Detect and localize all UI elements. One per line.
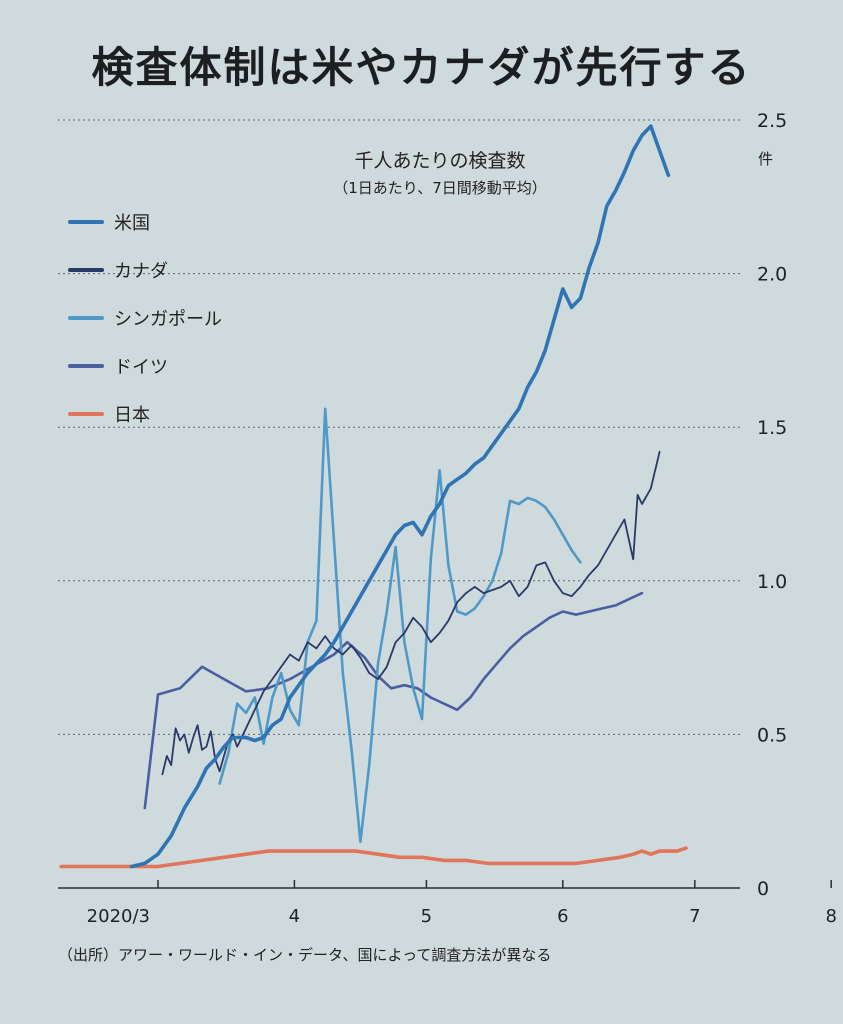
series-line	[161, 450, 661, 776]
legend-swatch-canada	[68, 268, 104, 272]
series-layer	[59, 124, 688, 869]
legend-label-singapore: シンガポール	[114, 309, 222, 330]
chart-title: 検査体制は米やカナダが先行する	[91, 43, 752, 92]
legend-label-canada: カナダ	[114, 261, 168, 282]
y-tick-label: 2.5	[757, 110, 787, 132]
legend: 米国 カナダ シンガポール ドイツ 日本	[68, 198, 222, 438]
x-tick-label: 4	[289, 906, 300, 927]
legend-label-japan: 日本	[114, 405, 150, 426]
legend-label-usa: 米国	[114, 213, 150, 234]
y-tick-label: 1.5	[757, 417, 787, 439]
legend-swatch-germany	[68, 364, 104, 368]
source-note: （出所）アワー・ワールド・イン・データ、国によって調査方法が異なる	[58, 946, 552, 964]
x-tick-label: 8	[825, 906, 836, 927]
legend-item-singapore: シンガポール	[68, 294, 222, 342]
series-line	[218, 407, 582, 844]
legend-swatch-usa	[68, 220, 104, 224]
x-tick-label: 7	[689, 906, 700, 927]
chart-subtitle: 千人あたりの検査数	[354, 150, 526, 172]
x-tick-label: 5	[421, 906, 432, 927]
y-tick-label: 0	[757, 878, 769, 900]
legend-swatch-japan	[68, 412, 104, 416]
legend-swatch-singapore	[68, 316, 104, 320]
legend-item-usa: 米国	[68, 198, 222, 246]
legend-label-germany: ドイツ	[114, 357, 168, 378]
series-line	[59, 846, 688, 869]
series-line	[129, 124, 671, 869]
legend-item-germany: ドイツ	[68, 342, 222, 390]
legend-item-japan: 日本	[68, 390, 222, 438]
x-tick-label: 2020/3	[87, 906, 150, 927]
series-line	[143, 591, 644, 810]
y-tick-label: 2.0	[757, 264, 787, 286]
axis-layer: 0 0.5 1.0 1.5 2.0 2.5 2020/3 4 5 6 7 8	[58, 110, 837, 927]
x-tick-label: 6	[557, 906, 568, 927]
legend-item-canada: カナダ	[68, 246, 222, 294]
chart-subtitle-note: （1日あたり、7日間移動平均）	[333, 179, 547, 197]
y-axis-unit: 件	[758, 150, 774, 168]
y-tick-label: 1.0	[757, 571, 787, 593]
y-tick-label: 0.5	[757, 724, 787, 746]
